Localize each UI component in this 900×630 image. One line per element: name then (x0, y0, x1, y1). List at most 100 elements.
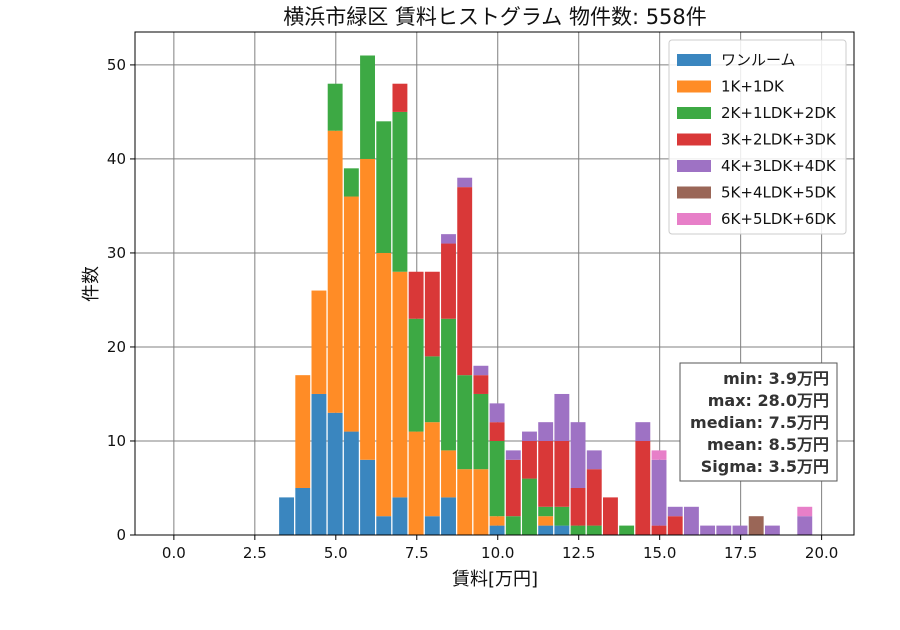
bar-s3-b12 (473, 375, 489, 394)
bar-s0-b17 (554, 525, 570, 535)
x-tick-label-8: 20.0 (805, 544, 838, 562)
y-tick-label-0: 0 (116, 526, 126, 544)
bar-s3-b9 (424, 271, 440, 357)
stats-line-4: Sigma: 3.5万円 (701, 457, 829, 476)
y-ticks: 0 10 20 30 40 50 (107, 56, 135, 544)
bar-s2-b8 (408, 318, 424, 432)
bar-s0-b10 (441, 497, 456, 535)
bar-s3-b19 (586, 469, 602, 526)
bar-s0-b16 (538, 525, 554, 535)
legend-swatch-1 (677, 80, 711, 93)
bar-s2-b11 (457, 375, 473, 470)
x-tick-label-7: 17.5 (724, 544, 757, 562)
y-axis-label: 件数 (81, 266, 102, 302)
bar-s2-b6 (376, 121, 392, 253)
bar-s1-b7 (392, 271, 408, 498)
bar-s2-b9 (424, 356, 440, 423)
bar-s1-b4 (343, 196, 359, 432)
x-tick-label-6: 15.0 (643, 544, 676, 562)
bar-s4-b24 (667, 506, 683, 517)
x-tick-label-1: 2.5 (243, 544, 267, 562)
bar-s4-b14 (505, 450, 521, 460)
bar-s4-b30 (764, 525, 780, 535)
bar-s2-b17 (554, 506, 570, 526)
bar-s2-b7 (392, 111, 408, 272)
bar-s4-b12 (473, 365, 489, 376)
y-tick-label-2: 20 (107, 338, 126, 356)
bar-s1-b1 (295, 375, 311, 488)
bar-s3-b11 (457, 187, 473, 376)
y-tick-label-1: 10 (107, 432, 126, 450)
bar-s2-b12 (473, 393, 489, 470)
bar-s1-b6 (376, 252, 392, 517)
bar-s0-b9 (424, 516, 440, 535)
bar-s1-b16 (538, 516, 554, 526)
bar-s4-b32 (797, 516, 813, 535)
bar-s1-b11 (457, 469, 473, 535)
stats-line-2: median: 7.5万円 (690, 413, 829, 432)
bar-s1-b3 (327, 130, 343, 413)
bar-s3-b16 (538, 440, 554, 507)
bar-s2-b15 (522, 478, 537, 535)
bar-s3-b23 (651, 525, 667, 535)
bar-s1-b8 (408, 431, 424, 535)
legend-swatch-4 (677, 160, 711, 172)
bar-s0-b3 (327, 412, 343, 535)
stats-box: min: 3.9万円 max: 28.0万円 median: 7.5万円 mean: … (679, 362, 838, 482)
bar-s4-b23 (651, 459, 667, 526)
bar-s0-b7 (392, 497, 408, 535)
bar-s0-b6 (376, 516, 392, 535)
legend-swatch-6 (677, 213, 711, 225)
legend-frame (668, 39, 847, 235)
bar-s1-b12 (473, 469, 489, 535)
stats-line-1: max: 28.0万円 (708, 391, 829, 410)
legend-swatch-0 (677, 54, 711, 66)
bar-s0-b13 (489, 525, 505, 535)
bar-s4-b22 (635, 422, 651, 441)
y-tick-label-3: 30 (107, 244, 126, 262)
bar-s3-b14 (505, 459, 521, 517)
x-tick-label-0: 0.0 (162, 544, 186, 562)
bar-s2-b5 (360, 55, 375, 159)
legend-swatch-3 (677, 133, 711, 146)
bar-s2-b21 (619, 525, 635, 535)
bar-s4-b11 (457, 177, 473, 188)
bar-s3-b13 (489, 422, 505, 441)
bar-s0-b1 (295, 487, 311, 535)
legend-swatch-5 (677, 186, 711, 199)
x-ticks: 0.0 2.5 5.0 7.5 10.0 12.5 15.0 17.5 20.0 (162, 535, 838, 562)
bar-s6-b23 (651, 450, 667, 460)
bar-s3-b24 (667, 516, 683, 535)
x-tick-label-2: 5.0 (324, 544, 348, 562)
y-tick-label-4: 40 (107, 150, 126, 168)
bar-s2-b18 (570, 525, 586, 535)
bar-s2-b4 (343, 168, 359, 197)
legend: ワンルーム 1K+1DK 2K+1LDK+2DK 3K+2LDK+3DK 4K+3LDK… (668, 39, 847, 235)
chart-title: 横浜市緑区 賃料ヒストグラム 物件数: 558件 (283, 5, 707, 29)
plot-frame (134, 31, 855, 536)
bar-s0-b0 (279, 497, 295, 535)
legend-label-1: 1K+1DK (721, 78, 785, 96)
x-tick-label-4: 10.0 (481, 544, 514, 562)
legend-label-0: ワンルーム (721, 51, 796, 69)
bar-s4-b13 (489, 403, 505, 423)
bars-group (279, 55, 813, 535)
bar-s1-b13 (489, 516, 505, 526)
bar-s2-b16 (538, 506, 554, 517)
bar-s4-b16 (538, 422, 554, 441)
bar-s0-b2 (311, 393, 327, 535)
bar-s4-b15 (522, 431, 537, 441)
x-tick-label-3: 7.5 (405, 544, 429, 562)
bar-s4-b25 (683, 506, 699, 535)
stats-line-0: min: 3.9万円 (723, 369, 829, 388)
bar-s3-b10 (441, 243, 456, 319)
y-tick-label-5: 50 (107, 56, 126, 74)
bar-s1-b5 (360, 158, 375, 460)
bar-s4-b19 (586, 450, 602, 470)
bar-s4-b26 (700, 525, 716, 535)
bar-s5-b29 (748, 516, 764, 535)
legend-swatch-2 (677, 107, 711, 119)
bar-s2-b19 (586, 525, 602, 535)
bar-s4-b27 (716, 525, 732, 535)
